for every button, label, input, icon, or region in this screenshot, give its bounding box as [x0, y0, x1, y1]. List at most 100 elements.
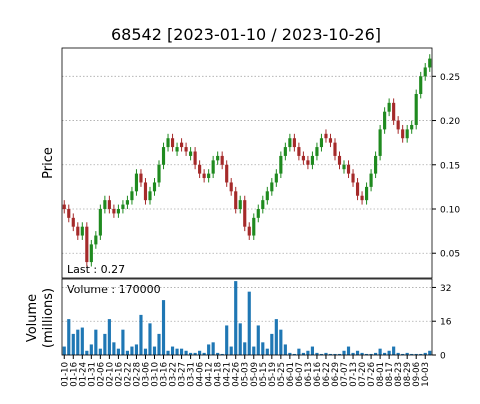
- volume-bar: [355, 350, 360, 355]
- x-tick-label: 08-01: [376, 362, 386, 387]
- volume-bar: [225, 325, 229, 355]
- volume-bar: [306, 350, 310, 355]
- candle-body: [346, 164, 351, 174]
- candle-body: [351, 173, 355, 183]
- volume-bar: [207, 344, 211, 355]
- x-tick-label: 06-07: [295, 362, 305, 387]
- volume-bar: [85, 350, 89, 355]
- volume-bar: [229, 346, 233, 355]
- y-tick-label: 0.15: [440, 161, 460, 171]
- volume-bar: [189, 352, 193, 355]
- candle-body: [423, 67, 427, 77]
- candle-body: [62, 204, 66, 209]
- x-tick-label: 01-31: [87, 362, 97, 387]
- y-tick-label: 0: [440, 352, 446, 362]
- volume-bar: [328, 353, 333, 355]
- x-tick-label: 05-19: [268, 362, 278, 387]
- volume-bar: [238, 323, 242, 355]
- volume-bar: [76, 329, 80, 355]
- volume-bar: [179, 348, 184, 355]
- y-tick-label: 0.05: [440, 250, 460, 260]
- x-tick-label: 01-10: [60, 362, 70, 387]
- volume-bar: [410, 353, 414, 355]
- candle-body: [428, 58, 432, 68]
- candle-body: [103, 200, 107, 209]
- volume-bar: [261, 342, 265, 355]
- volume-bar: [89, 344, 93, 355]
- x-tick-label: 06-01: [286, 362, 296, 387]
- volume-bar: [301, 352, 305, 355]
- candle-body: [85, 226, 89, 263]
- candle-body: [98, 209, 102, 236]
- volume-bar: [247, 291, 251, 355]
- volume-bar: [103, 333, 107, 355]
- candle-body: [410, 124, 414, 130]
- volume-bar: [166, 350, 170, 355]
- candle-body: [89, 244, 93, 263]
- x-tick-label: 09-06: [412, 362, 422, 387]
- volume-bar: [292, 353, 296, 355]
- volume-bar: [414, 353, 418, 355]
- volume-bar: [116, 348, 120, 355]
- candle-body: [401, 129, 405, 139]
- candle-body: [80, 226, 84, 236]
- volume-bar: [130, 346, 134, 355]
- candle-body: [166, 138, 170, 148]
- price-panel-frame: [61, 47, 433, 279]
- x-tick-label: 02-28: [132, 362, 142, 387]
- candle-body: [148, 191, 152, 201]
- volume-axis-label: Volume: [25, 294, 40, 342]
- candle-body: [292, 138, 296, 148]
- candle-body: [107, 200, 111, 209]
- x-tick-label: 07-26: [367, 362, 377, 387]
- volume-bar: [324, 352, 328, 355]
- volume-bar: [342, 350, 346, 355]
- y-tick-label: 0.10: [440, 206, 460, 216]
- volume-bar: [134, 344, 139, 355]
- volume-bar: [211, 342, 215, 355]
- volume-bar: [378, 348, 382, 355]
- x-tick-label: 02-22: [123, 362, 133, 387]
- candle-body: [265, 191, 269, 201]
- x-tick-label: 02-06: [96, 362, 106, 387]
- volume-bar: [220, 353, 224, 355]
- candle-body: [297, 147, 301, 156]
- candle-body: [256, 209, 260, 218]
- candle-body: [202, 173, 206, 179]
- volume-bar: [428, 350, 432, 355]
- candle-body: [225, 164, 229, 183]
- candle-body: [247, 226, 251, 236]
- candle-body: [112, 209, 116, 214]
- candle-body: [283, 147, 287, 156]
- volume-bar: [94, 329, 98, 355]
- candle-body: [360, 195, 364, 201]
- volume-axis-label: (millions): [41, 288, 56, 348]
- x-tick-label: 04-21: [223, 362, 233, 387]
- volume-bar: [148, 323, 152, 355]
- volume-bar: [193, 352, 197, 355]
- volume-bar: [252, 346, 256, 355]
- volume-bar: [337, 353, 342, 355]
- volume-bar: [419, 353, 423, 355]
- volume-bar: [152, 346, 157, 355]
- volume-bar: [198, 350, 202, 355]
- x-tick-label: 05-25: [277, 362, 287, 387]
- candle-body: [161, 147, 166, 165]
- volume-bar: [265, 348, 269, 355]
- candle-body: [414, 94, 418, 125]
- candle-body: [170, 138, 175, 148]
- volume-bar: [333, 353, 337, 355]
- x-tick-label: 03-16: [160, 362, 170, 387]
- volume-bar: [392, 346, 396, 355]
- candle-body: [261, 200, 265, 209]
- candle-body: [288, 138, 292, 148]
- x-tick-label: 06-29: [331, 362, 341, 387]
- volume-bar: [184, 350, 188, 355]
- candle-body: [364, 186, 369, 201]
- volume-bar: [274, 319, 278, 355]
- volume-bar: [256, 325, 260, 355]
- x-tick-label: 06-16: [313, 362, 323, 387]
- volume-bar: [387, 350, 391, 355]
- volume-bar: [270, 333, 274, 355]
